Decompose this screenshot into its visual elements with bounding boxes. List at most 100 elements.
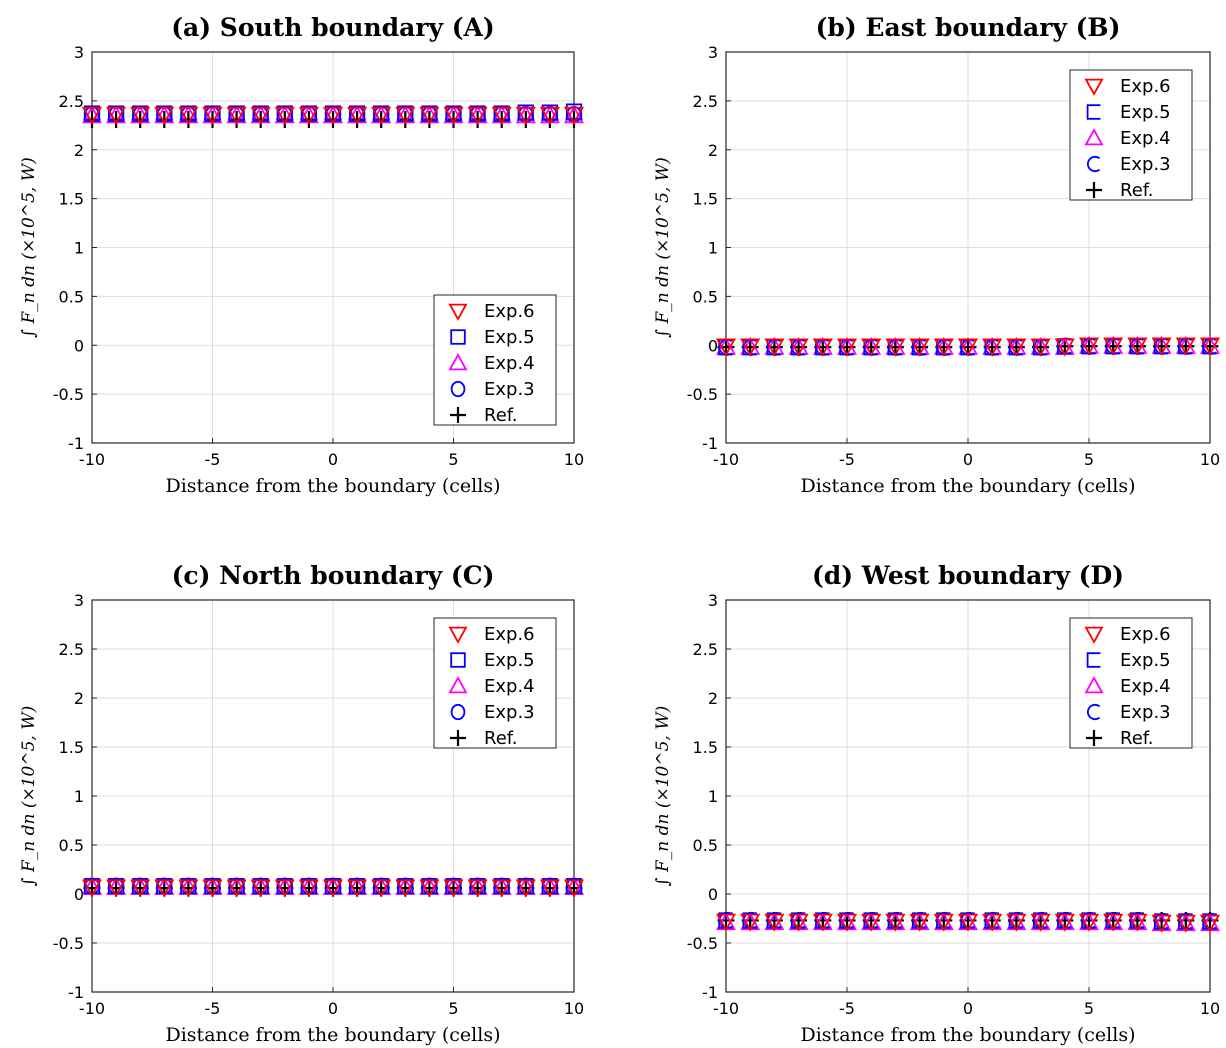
legend-label: Ref. (1120, 180, 1154, 201)
data-point (861, 338, 882, 357)
data-point (106, 106, 127, 125)
legend-marker (448, 303, 468, 321)
y-tick-label: 3 (708, 43, 718, 62)
chart-title: (c) North boundary (C) (172, 561, 495, 590)
data-point (1199, 914, 1221, 933)
data-point (565, 878, 583, 895)
x-tick-label: 5 (448, 450, 458, 469)
data-point (250, 106, 271, 125)
y-tick-label: 2 (74, 689, 84, 708)
y-tick-label: -0.5 (687, 934, 718, 953)
data-point (491, 879, 512, 898)
x-tick-label: 0 (328, 450, 338, 469)
legend-label: Exp.3 (484, 702, 535, 723)
data-point (982, 913, 1003, 932)
y-axis-label: ∫ F_n dn (×10^5, W) (653, 706, 673, 887)
data-point (836, 338, 858, 357)
data-point (204, 105, 221, 122)
data-point (911, 912, 927, 929)
chart-panel-2: (b) East boundary (B) -1 -0.5 0 0.5 1 1.5 2 2.5 3… (653, 13, 1220, 497)
data-point (276, 878, 293, 895)
data-point (515, 106, 536, 125)
chart-title: (a) South boundary (A) (171, 13, 495, 42)
data-point (740, 913, 761, 932)
data-point (348, 105, 366, 122)
x-tick-label: 10 (564, 450, 584, 469)
data-point (1078, 913, 1100, 932)
data-point (156, 105, 173, 122)
x-axis-label: Distance from the boundary (cells) (801, 475, 1136, 497)
y-tick-label: 1 (708, 787, 718, 806)
x-axis-label: Distance from the boundary (cells) (166, 475, 501, 497)
data-point (324, 105, 342, 122)
data-point (467, 879, 488, 898)
legend-label: Exp.6 (1120, 76, 1171, 97)
x-tick-label: 0 (963, 999, 973, 1018)
legend-label: Ref. (1120, 728, 1154, 749)
y-tick-label: -1 (702, 983, 718, 1002)
legend-marker (1086, 652, 1101, 668)
data-point (861, 913, 882, 932)
y-tick-label: 3 (74, 591, 84, 610)
data-point (766, 912, 782, 929)
legend-label: Exp.5 (484, 650, 535, 671)
data-point (982, 338, 1003, 357)
data-point (1199, 337, 1221, 356)
chart-panel-4: (d) West boundary (D) -1 -0.5 0 0.5 1 1.5 2 2.5 3… (653, 561, 1220, 1046)
data-point (276, 105, 293, 122)
data-point (718, 912, 733, 929)
y-tick-label: 0 (708, 885, 718, 904)
data-point (517, 104, 534, 121)
data-point (764, 338, 785, 357)
data-point (715, 913, 737, 932)
legend-label: Exp.6 (484, 301, 535, 322)
chart-panel-1: (a) South boundary (A) -1 -0.5 0 0.5 1 1.5 2 2.5… (19, 13, 584, 497)
data-point (815, 912, 830, 929)
data-point (715, 338, 737, 357)
data-point (107, 878, 125, 895)
y-tick-label: 3 (708, 591, 718, 610)
data-point (788, 913, 809, 932)
data-point (347, 879, 368, 898)
data-point (1129, 912, 1145, 929)
data-point (467, 106, 488, 125)
legend-marker (450, 730, 466, 746)
x-tick-label: 5 (1084, 999, 1094, 1018)
data-point (539, 879, 560, 898)
data-point (180, 105, 197, 122)
data-point (298, 106, 319, 125)
data-point (909, 338, 930, 357)
data-point (371, 879, 392, 898)
y-tick-label: 0 (74, 885, 84, 904)
chart-title: (b) East boundary (B) (816, 13, 1121, 42)
data-point (371, 106, 392, 125)
data-point (373, 105, 390, 122)
legend-label: Exp.3 (1120, 154, 1171, 175)
data-point (515, 879, 536, 898)
data-point (107, 105, 125, 122)
series-exp-6 (81, 879, 585, 898)
y-tick-label: 0.5 (693, 287, 718, 306)
data-point (933, 913, 954, 932)
series-exp-5 (718, 912, 1217, 930)
y-tick-label: 1.5 (59, 738, 84, 757)
data-point (298, 879, 319, 898)
y-tick-label: 0.5 (59, 287, 84, 306)
legend-marker (1084, 128, 1104, 146)
x-tick-label: -5 (839, 450, 855, 469)
data-point (960, 912, 975, 929)
y-tick-label: 2.5 (59, 640, 84, 659)
x-tick-label: -10 (79, 450, 105, 469)
legend-label: Exp.3 (1120, 702, 1171, 723)
x-tick-label: 5 (1084, 450, 1094, 469)
data-point (132, 878, 149, 895)
data-point (106, 879, 127, 898)
legend-label: Exp.5 (484, 327, 535, 348)
legend-marker (450, 380, 466, 398)
legend-label: Exp.4 (1120, 128, 1171, 149)
data-point (933, 338, 954, 357)
data-point (178, 106, 199, 125)
y-tick-label: 1.5 (59, 190, 84, 209)
x-axis-label: Distance from the boundary (cells) (801, 1024, 1136, 1046)
y-tick-label: 0 (74, 336, 84, 355)
